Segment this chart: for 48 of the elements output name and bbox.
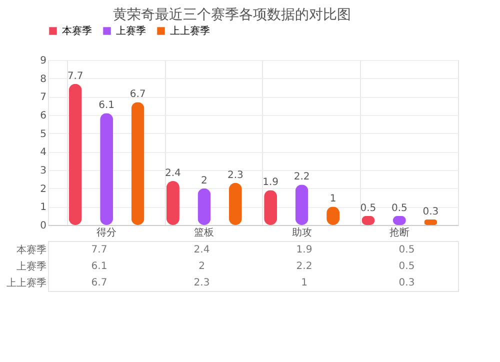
data-label: 2	[198, 261, 205, 272]
chart-title: 黄荣奇最近三个赛季各项数据的对比图	[113, 7, 351, 23]
data-label: 1.9	[296, 244, 312, 256]
annotation: 0.5	[391, 202, 408, 214]
x-tick-label: 篮板	[194, 226, 214, 238]
data-label: 1	[301, 278, 308, 289]
bar	[68, 84, 82, 225]
legend-label: 上上赛季	[170, 25, 210, 37]
y-tick-label: 5	[40, 128, 46, 140]
x-tick-label: 抢断	[389, 226, 410, 238]
annotation: 6.7	[130, 89, 146, 100]
text: 上上赛季	[6, 278, 46, 290]
y-tick-label: 3	[40, 166, 46, 176]
y-tick-label: 4	[40, 147, 46, 158]
data-label: 0.5	[398, 244, 415, 256]
text: 本赛季	[16, 244, 46, 256]
bar	[100, 113, 114, 225]
annotation: 2	[201, 175, 208, 186]
x-tick-label: 助攻	[292, 226, 312, 238]
data-label: 0.3	[398, 278, 415, 289]
annotation: 2.4	[165, 168, 181, 179]
legend-label: 上赛季	[116, 25, 146, 37]
annotation: 1.9	[262, 177, 279, 188]
y-tick-label: 9	[40, 56, 46, 66]
y-tick-label: 1	[40, 202, 46, 214]
data-label: 0.5	[398, 261, 415, 272]
data-label: 6.1	[91, 261, 108, 272]
annotation: 2.2	[294, 172, 310, 183]
x-tick-label: 得分	[96, 226, 117, 238]
annotation: 0.5	[360, 202, 376, 214]
annotation: 7.7	[67, 70, 84, 82]
annotation: 1	[330, 194, 336, 205]
y-tick-label: 0	[40, 220, 46, 232]
data-label: 2.2	[296, 261, 312, 272]
y-tick-label: 6	[40, 110, 46, 122]
y-tick-label: 7	[40, 92, 46, 104]
annotation: 0.3	[422, 206, 439, 218]
y-tick-label: 8	[40, 74, 46, 85]
data-label: 6.7	[91, 278, 108, 289]
annotation: 6.1	[98, 100, 115, 112]
y-tick-label: 2	[40, 184, 46, 195]
annotation: 2.3	[227, 170, 244, 181]
bar	[131, 102, 144, 225]
legend-label: 本赛季	[62, 25, 92, 37]
data-label: 2.4	[194, 244, 210, 256]
data-label: 2.3	[194, 278, 210, 289]
data-label: 7.7	[91, 244, 108, 256]
text: 上赛季	[16, 262, 46, 272]
